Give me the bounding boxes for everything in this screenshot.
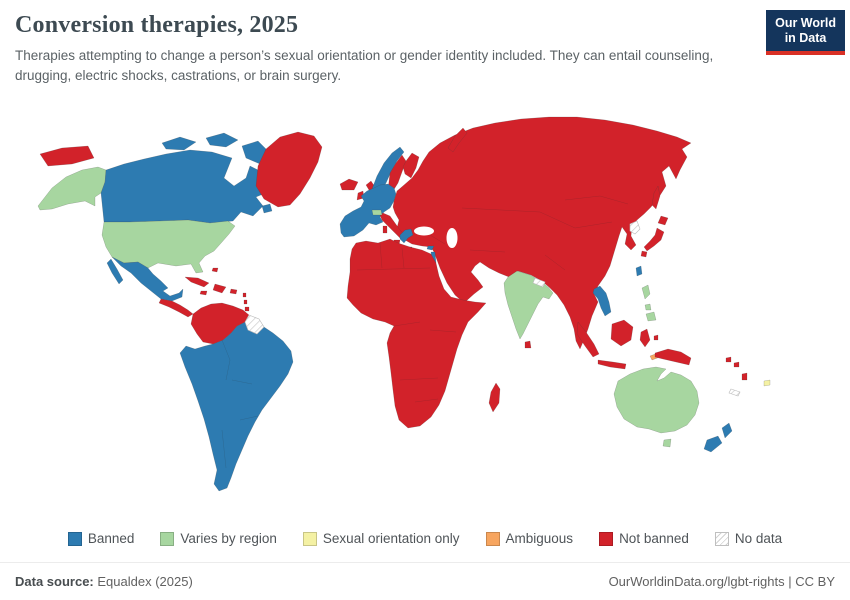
country-new-zealand-north[interactable]	[721, 422, 733, 439]
country-sardinia[interactable]	[382, 225, 388, 234]
legend-label-ambiguous: Ambiguous	[505, 531, 574, 546]
country-trinidad[interactable]	[244, 306, 250, 312]
country-japan-kyushu[interactable]	[640, 250, 648, 258]
black-sea	[414, 226, 434, 236]
footer-links: OurWorldinData.org/lgbt-rights | CC BY	[609, 574, 835, 589]
country-sulawesi[interactable]	[639, 328, 651, 348]
country-taiwan[interactable]	[635, 265, 643, 277]
legend-item-varies-by-region[interactable]: Varies by region	[160, 531, 277, 546]
legend-label-varies-by-region: Varies by region	[180, 531, 277, 546]
owid-url-link[interactable]: OurWorldinData.org/lgbt-rights	[608, 574, 785, 589]
country-greece[interactable]	[399, 228, 414, 244]
country-central-america[interactable]	[158, 298, 194, 318]
country-guianas[interactable]	[244, 314, 265, 335]
legend-item-ambiguous[interactable]: Ambiguous	[485, 531, 574, 546]
country-vietnam[interactable]	[592, 285, 612, 317]
country-antilles-1[interactable]	[242, 292, 247, 298]
footer-divider: |	[788, 574, 792, 589]
country-cyprus[interactable]	[426, 245, 435, 251]
country-iceland[interactable]	[339, 178, 359, 191]
legend-swatch-no-data	[714, 531, 729, 546]
country-philippines-luzon[interactable]	[641, 284, 651, 300]
country-borders	[221, 195, 629, 469]
legend-label-no-data: No data	[734, 531, 783, 546]
country-borneo[interactable]	[610, 319, 634, 347]
country-sumatra[interactable]	[576, 321, 600, 358]
cc-by-link[interactable]: CC BY	[795, 574, 835, 589]
owid-logo-line2: in Data	[784, 31, 827, 45]
owid-logo: Our World in Data	[766, 10, 845, 55]
country-philippines-mindanao[interactable]	[645, 311, 657, 322]
country-novaya-zemlya[interactable]	[447, 127, 468, 153]
country-hispaniola[interactable]	[212, 283, 227, 294]
country-new-caledonia[interactable]	[728, 388, 741, 397]
country-papua-new-guinea[interactable]	[654, 348, 692, 366]
legend-item-sexual-orientation-only[interactable]: Sexual orientation only	[302, 531, 460, 546]
country-japan-honshu[interactable]	[643, 227, 665, 252]
legend-swatch-sexual-orientation-only	[302, 531, 317, 546]
country-tasmania[interactable]	[662, 438, 672, 448]
country-finland[interactable]	[402, 152, 420, 179]
country-russia-chukotka[interactable]	[39, 145, 95, 167]
legend-label-not-banned: Not banned	[619, 531, 689, 546]
legend-swatch-not-banned	[599, 531, 614, 546]
country-fiji[interactable]	[763, 379, 771, 387]
chart-footer: Data source: Equaldex (2025) OurWorldinD…	[0, 562, 850, 600]
country-mexico[interactable]	[111, 256, 184, 302]
country-alaska[interactable]	[37, 166, 107, 211]
legend-label-banned: Banned	[87, 531, 135, 546]
chart-title: Conversion therapies, 2025	[15, 12, 299, 38]
country-japan-hokkaido[interactable]	[657, 215, 669, 226]
country-sri-lanka[interactable]	[524, 340, 532, 349]
country-nepal[interactable]	[532, 277, 546, 288]
country-madagascar[interactable]	[488, 382, 501, 413]
country-greenland[interactable]	[255, 131, 323, 208]
country-moluccas[interactable]	[653, 334, 659, 341]
country-cuba[interactable]	[184, 276, 210, 288]
legend-swatch-varies-by-region	[160, 531, 175, 546]
country-canada-arctic-2[interactable]	[205, 132, 239, 148]
country-sakhalin[interactable]	[651, 185, 661, 210]
legend-swatch-banned	[67, 531, 82, 546]
map-legend: Banned Varies by region Sexual orientati…	[0, 531, 850, 546]
country-north-korea[interactable]	[629, 220, 641, 235]
country-colombia-venezuela[interactable]	[190, 302, 250, 345]
country-solomon-1[interactable]	[725, 356, 732, 363]
data-source-label: Data source:	[15, 574, 94, 589]
country-puerto-rico[interactable]	[229, 288, 238, 295]
country-canada-newfoundland[interactable]	[261, 203, 273, 214]
country-south-america[interactable]	[179, 321, 294, 492]
chart-header: Conversion therapies, 2025 Therapies att…	[15, 12, 755, 85]
country-africa[interactable]	[346, 238, 487, 429]
country-western-europe[interactable]	[339, 183, 397, 238]
country-antilles-2[interactable]	[243, 299, 248, 305]
legend-swatch-ambiguous	[485, 531, 500, 546]
country-india[interactable]	[503, 270, 554, 340]
data-source-value: Equaldex (2025)	[97, 574, 193, 589]
legend-item-not-banned[interactable]: Not banned	[599, 531, 689, 546]
country-canada[interactable]	[100, 149, 273, 224]
owid-logo-line1: Our World	[775, 16, 836, 30]
country-philippines-visayas[interactable]	[644, 303, 652, 311]
chart-subtitle: Therapies attempting to change a person’…	[15, 48, 714, 83]
country-canada-arctic-1[interactable]	[161, 136, 197, 151]
country-bahamas[interactable]	[211, 267, 219, 273]
legend-item-no-data[interactable]: No data	[714, 531, 783, 546]
country-jamaica[interactable]	[199, 290, 208, 296]
data-source: Data source: Equaldex (2025)	[15, 574, 193, 589]
country-mexico-baja[interactable]	[106, 258, 124, 285]
country-switzerland[interactable]	[371, 209, 383, 216]
country-eurasia[interactable]	[392, 116, 692, 350]
country-solomon-2[interactable]	[733, 361, 740, 368]
country-new-zealand-south[interactable]	[703, 435, 723, 453]
legend-label-sexual-orientation-only: Sexual orientation only	[322, 531, 460, 546]
country-java[interactable]	[597, 359, 627, 370]
legend-item-banned[interactable]: Banned	[67, 531, 135, 546]
country-australia[interactable]	[613, 366, 700, 434]
country-vanuatu[interactable]	[741, 372, 748, 381]
caspian-sea	[446, 228, 458, 248]
